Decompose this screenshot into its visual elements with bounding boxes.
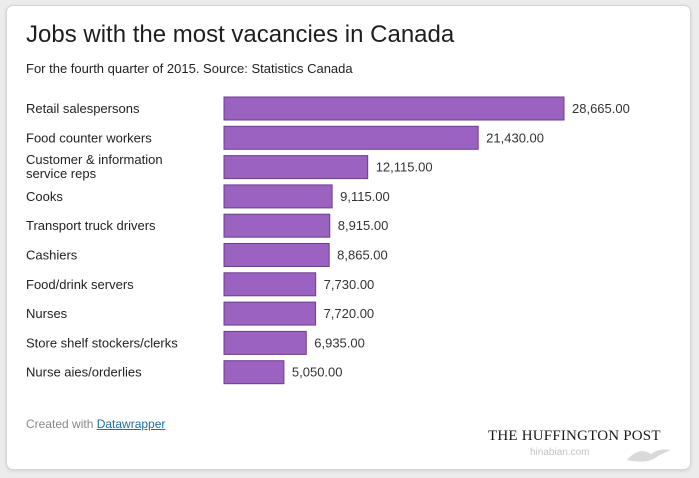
category-label-7: Nurses <box>26 306 68 321</box>
bar-4 <box>223 213 331 238</box>
bar-5 <box>223 243 330 267</box>
footer-created-with: Created with <box>26 417 97 431</box>
bar-1 <box>223 125 479 150</box>
bar-3 <box>223 184 333 209</box>
value-label-0: 28,665.00 <box>572 101 630 116</box>
value-label-8: 6,935.00 <box>314 335 365 350</box>
bar-8 <box>223 330 307 355</box>
datawrapper-link[interactable]: Datawrapper <box>96 417 166 431</box>
category-label-4: Transport truck drivers <box>26 218 156 233</box>
value-label-3: 9,115.00 <box>340 189 390 204</box>
footer-credit: Created with Datawrapper <box>26 417 165 431</box>
value-label-4: 8,915.00 <box>338 218 389 233</box>
category-label-6: Food/drink servers <box>26 277 134 292</box>
value-label-9: 5,050.00 <box>292 365 343 380</box>
category-label-1: Food counter workers <box>26 130 152 145</box>
chart-title: Jobs with the most vacancies in Canada <box>26 21 455 48</box>
bar-7 <box>223 301 317 326</box>
category-label-0: Retail salespersons <box>26 101 140 116</box>
chart-card: Jobs with the most vacancies in Canada F… <box>6 5 691 470</box>
value-label-7: 7,720.00 <box>324 306 375 321</box>
category-label-5: Cashiers <box>26 248 78 263</box>
category-label-9: Nurse aies/orderlies <box>26 365 142 380</box>
value-label-1: 21,430.00 <box>486 130 544 145</box>
category-label-8: Store shelf stockers/clerks <box>26 335 178 350</box>
value-label-2: 12,115.00 <box>376 160 433 175</box>
category-label-2: Customer & information service reps <box>26 152 163 181</box>
bar-9 <box>223 360 285 385</box>
bird-logo-icon <box>627 449 671 462</box>
publisher-logo: THE HUFFINGTON POST <box>488 428 661 444</box>
bar-0 <box>223 96 565 121</box>
category-label-3: Cooks <box>26 189 63 204</box>
watermark-text: hinabian.com <box>530 447 590 458</box>
bar-chart: Retail salespersons 28,665.00 Food counter… <box>26 96 630 385</box>
chart-subtitle: For the fourth quarter of 2015. Source: … <box>26 61 353 76</box>
value-label-5: 8,865.00 <box>337 248 388 263</box>
bar-6 <box>223 272 317 297</box>
value-label-6: 7,730.00 <box>324 277 375 292</box>
bar-2 <box>223 155 369 180</box>
